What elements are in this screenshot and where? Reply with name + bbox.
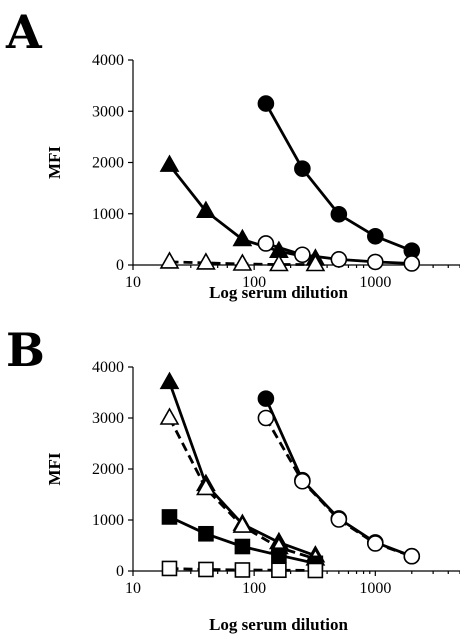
y-tick-label: 4000 [92,359,124,376]
y-tick-label: 4000 [92,52,124,69]
data-point-open-circle [294,472,311,490]
series-line-filled-circle [264,398,413,558]
chart-panel-a: 0 1000 2000 3000 4000 10 100 1000 Log serum dilu… [45,52,460,302]
x-tick-label: 1000 [359,274,391,291]
data-point-filled-circle [257,390,275,407]
data-point-open-square [198,561,214,578]
series-line-filled-circle [264,102,413,253]
y-tick-label: 3000 [92,410,124,427]
data-point-open-square [161,560,178,577]
y-tick-label: 2000 [92,461,124,478]
panel-label-b: B [6,323,45,377]
data-point-open-triangle [159,407,180,425]
y-tick-label: 1000 [92,206,124,223]
x-tick-label: 1000 [359,580,391,597]
data-point-open-square [307,562,324,579]
data-point-open-circle [330,251,348,268]
x-tick-label: 100 [242,274,266,291]
x-tick-label: 100 [242,580,266,597]
data-point-filled-circle [367,228,384,245]
data-point-filled-triangle [159,154,180,172]
data-point-open-circle [257,235,275,252]
data-point-filled-triangle [159,371,180,390]
y-axis-title: MFI [45,452,64,485]
x-axis-title: Log serum dilution [209,283,348,302]
data-point-filled-triangle [232,228,253,247]
data-point-filled-square [161,509,178,525]
data-point-open-triangle [159,251,180,269]
data-point-filled-square [234,538,251,555]
x-axis-title: Log serum dilution [209,615,348,634]
data-point-open-circle [367,535,384,552]
data-point-open-triangle [196,477,216,496]
x-tick-label: 10 [125,580,141,597]
data-point-open-circle [330,511,348,528]
chart-panel-b: 0 1000 2000 3000 4000 10 100 1000 Log serum dilu… [45,359,460,634]
data-point-filled-square [271,547,287,563]
y-axis-title: MFI [45,146,64,179]
y-tick-label: 0 [116,563,124,580]
data-point-open-square [234,562,251,578]
data-point-open-triangle [305,253,326,272]
data-point-open-triangle [196,252,216,270]
data-point-open-triangle [269,253,289,272]
data-point-open-triangle [232,515,253,533]
data-point-filled-circle [257,95,275,112]
series-line-open-triangle [168,417,316,561]
y-tick-label: 3000 [92,103,124,120]
y-tick-label: 0 [116,257,124,274]
x-tick-label: 10 [125,274,141,291]
data-point-open-triangle [232,253,253,271]
y-tick-label: 2000 [92,155,124,172]
data-point-filled-circle [294,160,311,177]
data-point-filled-circle [330,205,348,223]
data-point-filled-triangle [196,200,216,218]
data-point-open-square [271,562,287,579]
panel-label-a: A [5,5,43,59]
data-point-open-circle [403,547,421,565]
data-point-filled-square [198,525,214,542]
data-point-open-circle [294,246,311,264]
y-tick-label: 1000 [92,512,124,529]
series-line-open-circle [264,417,413,558]
data-point-open-circle [403,255,421,272]
data-point-open-circle [257,409,275,427]
data-point-open-circle [367,253,384,271]
